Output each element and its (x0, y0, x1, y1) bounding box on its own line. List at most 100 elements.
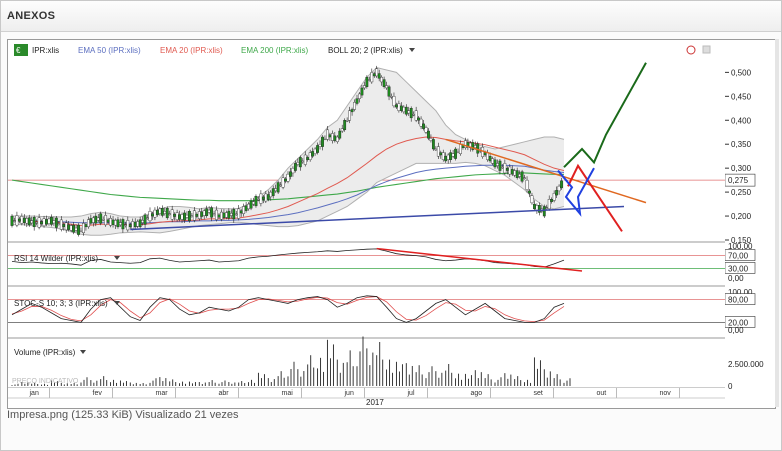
candle-body (168, 213, 172, 215)
candle-body (537, 205, 541, 213)
candle-body (239, 210, 243, 214)
candle-body (382, 79, 386, 87)
candle-body (316, 145, 319, 153)
candle-body (269, 191, 273, 198)
candle-body (276, 182, 280, 193)
candle-body (434, 148, 438, 151)
price-tick-label: 0,300 (731, 164, 752, 173)
month-label: mar (156, 390, 169, 397)
candle-body (217, 214, 221, 218)
candle-body (387, 86, 391, 97)
candle-body (427, 130, 430, 139)
candle-body (84, 224, 88, 228)
candle-body (436, 146, 440, 157)
candle-body (545, 207, 549, 209)
candle-body (188, 211, 191, 222)
panel-close-icon[interactable] (702, 45, 711, 54)
section-header: ANEXOS (1, 1, 781, 32)
candle-body (296, 161, 300, 165)
candle-body (202, 210, 206, 216)
candle-body (397, 103, 401, 111)
candle-body (456, 151, 460, 153)
candle-body (190, 215, 194, 218)
volume-legend[interactable]: Volume (IPR:xlis) (14, 348, 76, 357)
candle-body (298, 157, 302, 168)
candle-body (104, 215, 108, 226)
stoc-dropdown-icon[interactable] (114, 301, 120, 305)
candle-body (10, 215, 14, 226)
last-price-label: 0,275 (728, 176, 749, 185)
price-tick-label: 0,350 (731, 140, 752, 149)
rsi-dropdown-icon[interactable] (114, 256, 120, 260)
candle-body (180, 214, 184, 220)
candle-body (372, 73, 376, 77)
candle-body (476, 143, 480, 154)
volume-tick-label: 2.500.000 (728, 360, 764, 369)
candle-body (82, 223, 85, 234)
candle-body (227, 210, 231, 219)
candle-body (116, 219, 120, 228)
candle-body (109, 218, 112, 226)
candle-body (390, 96, 393, 98)
candle-body (52, 220, 56, 224)
candle-body (158, 208, 162, 214)
candle-body (535, 205, 539, 211)
month-label: ago (471, 390, 483, 397)
price-tick-label: 0,400 (731, 116, 752, 125)
price-tick-label: 0,450 (731, 92, 752, 101)
candle-body (451, 153, 455, 157)
candle-body (483, 152, 487, 156)
candle-body (232, 209, 236, 220)
candle-body (148, 211, 152, 222)
candle-body (271, 188, 275, 196)
candle-body (454, 148, 457, 159)
candle-body (306, 157, 310, 160)
candle-body (353, 102, 356, 110)
rsi-tick-label: 30,00 (728, 264, 749, 273)
candle-body (444, 155, 448, 162)
candle-body (395, 104, 398, 108)
candle-body (121, 219, 125, 230)
bollinger-lower (12, 161, 565, 236)
chart-frame: jan fev mar abr mai jun jul ago set out nov € IPR:… (7, 39, 726, 409)
candle-body (153, 209, 157, 218)
candle-body (550, 199, 554, 202)
resistance-trendline (445, 138, 647, 204)
candle-body (355, 98, 359, 104)
alarm-icon[interactable] (686, 45, 696, 55)
ema50-line (12, 164, 565, 224)
stoc-legend[interactable]: STOC-S 10; 3; 3 (IPR:xlis) (14, 299, 108, 308)
month-label: mai (282, 390, 294, 397)
candle-body (326, 129, 329, 140)
candle-body (220, 211, 223, 220)
candle-body (508, 166, 512, 175)
legend-instrument[interactable]: IPR:xlis (32, 46, 59, 55)
candle-body (126, 220, 130, 231)
candle-body (212, 213, 216, 215)
candle-body (552, 193, 556, 201)
month-label: jun (344, 390, 354, 397)
volume-dropdown-icon[interactable] (80, 350, 86, 354)
legend-ema20[interactable]: EMA 20 (IPR:xlis) (160, 46, 223, 55)
candle-body (13, 220, 16, 222)
candle-body (274, 188, 278, 192)
legend-ema200[interactable]: EMA 200 (IPR:xlis) (241, 46, 308, 55)
rsi-legend[interactable]: RSI 14 Wilder (IPR:xlis) (14, 254, 98, 263)
candle-body (143, 214, 147, 225)
candle-body (264, 193, 268, 202)
bollinger-fill (12, 67, 564, 236)
candle-body (57, 223, 61, 225)
candle-body (192, 210, 196, 221)
rsi-level-box (724, 249, 756, 261)
legend-boll[interactable]: BOLL 20; 2 (IPR:xlis) (328, 46, 403, 55)
candle-body (123, 224, 127, 226)
legend-ema50[interactable]: EMA 50 (IPR:xlis) (78, 46, 141, 55)
candle-body (200, 211, 204, 217)
candle-body (91, 217, 95, 223)
candle-body (404, 106, 408, 115)
legend-dropdown-icon[interactable] (409, 48, 415, 52)
candle-body (151, 213, 154, 217)
month-label: jan (29, 390, 39, 397)
candle-body (32, 217, 36, 228)
